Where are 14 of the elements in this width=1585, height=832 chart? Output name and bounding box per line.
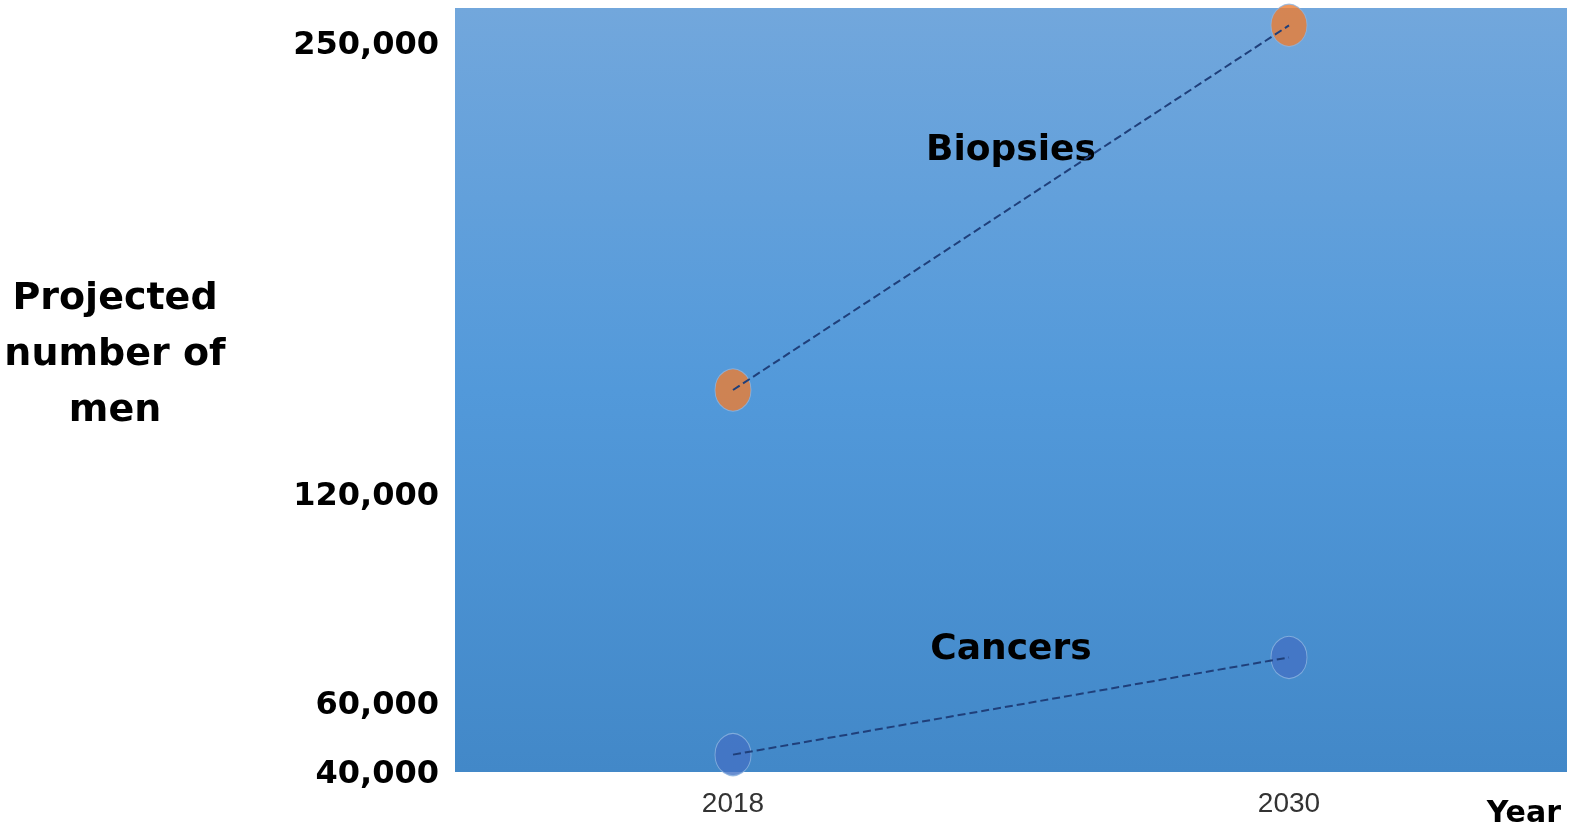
y-tick-label: 40,000 <box>315 753 439 791</box>
point <box>1270 635 1308 679</box>
point <box>714 733 752 777</box>
y-tick-label: 60,000 <box>315 683 439 722</box>
y-tick-label: 250,000 <box>293 23 439 62</box>
y-tick-label: 120,000 <box>293 475 439 514</box>
point <box>1270 3 1308 47</box>
x-tick-label: 2030 <box>1257 786 1321 818</box>
series-label: Biopsies <box>926 127 1096 169</box>
point <box>714 368 752 412</box>
series-label: Cancers <box>930 625 1092 667</box>
x-tick-label: 2018 <box>701 786 765 818</box>
x-axis-title: Year <box>1485 793 1562 829</box>
y-axis-title: Projected number of men <box>4 274 227 430</box>
